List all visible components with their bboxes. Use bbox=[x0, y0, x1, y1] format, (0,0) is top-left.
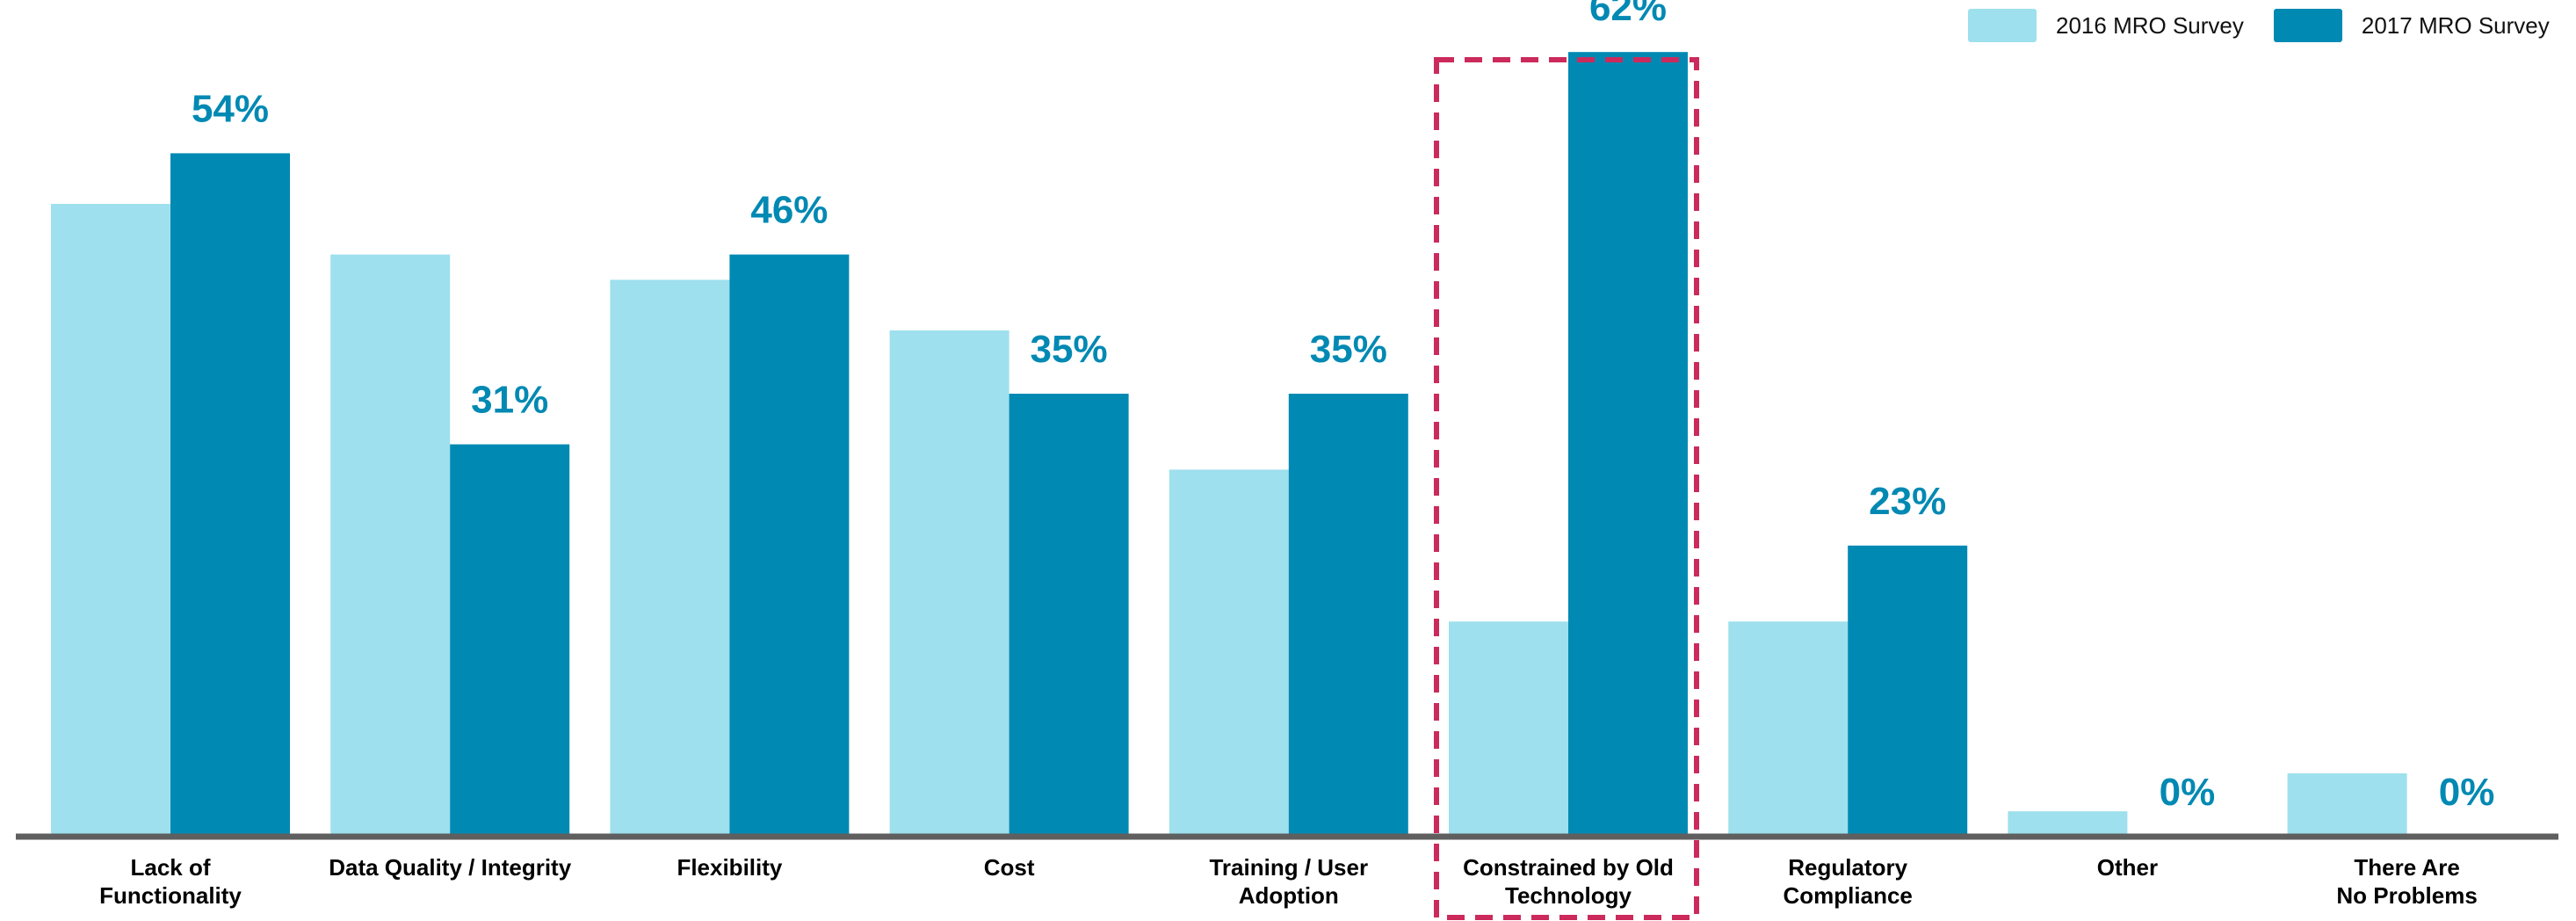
legend-swatch-2016 bbox=[1968, 9, 2037, 42]
bar-2016 bbox=[1169, 469, 1289, 837]
bar-2017 bbox=[1568, 52, 1688, 837]
bar-2017 bbox=[1288, 394, 1408, 837]
highlight-box bbox=[1434, 57, 1699, 920]
value-label-2017: 0% bbox=[2160, 771, 2216, 814]
bar-2016 bbox=[2008, 811, 2128, 837]
value-label-2017: 54% bbox=[192, 87, 269, 130]
category-label: Lack of bbox=[130, 854, 210, 881]
category-label: No Problems bbox=[2336, 882, 2477, 909]
category-label: Compliance bbox=[1784, 882, 1913, 909]
value-label-2017: 62% bbox=[1589, 0, 1667, 29]
category-label: Technology bbox=[1505, 882, 1632, 909]
category-label: Adoption bbox=[1239, 882, 1339, 909]
value-labels: 54% 31% 46% 35% 35% 62% 23% 0% 0% bbox=[192, 0, 2494, 814]
category-label: Flexibility bbox=[677, 854, 782, 881]
bar-2017 bbox=[1009, 394, 1129, 837]
series-2017-bars bbox=[170, 52, 1968, 838]
bar-2016 bbox=[1728, 621, 1849, 837]
bar-2016 bbox=[889, 330, 1009, 837]
bar-2016 bbox=[1449, 621, 1568, 837]
value-label-2017: 35% bbox=[1310, 328, 1387, 371]
value-label-2017: 46% bbox=[750, 189, 828, 232]
category-label: Constrained by Old bbox=[1463, 854, 1674, 881]
category-label: Cost bbox=[984, 854, 1035, 881]
bar-2016 bbox=[330, 254, 451, 838]
value-label-2017: 23% bbox=[1869, 480, 1946, 523]
bar-2017 bbox=[170, 153, 290, 837]
bar-2017 bbox=[1848, 545, 1968, 837]
legend-item-2017: 2017 MRO Survey bbox=[2273, 9, 2550, 42]
bar-2017 bbox=[729, 254, 850, 838]
bar-2016 bbox=[51, 204, 170, 837]
bar-2017 bbox=[450, 444, 570, 837]
highlight-dashed-box bbox=[1434, 57, 1699, 920]
legend-label-2017: 2017 MRO Survey bbox=[2361, 11, 2550, 39]
value-label-2017: 31% bbox=[471, 379, 548, 422]
bar-2016 bbox=[610, 279, 730, 837]
value-label-2017: 35% bbox=[1031, 328, 1108, 371]
legend-item-2016: 2016 MRO Survey bbox=[1968, 9, 2244, 42]
category-label: There Are bbox=[2354, 854, 2459, 881]
category-label: Training / User bbox=[1209, 854, 1368, 881]
category-label: Regulatory bbox=[1788, 854, 1907, 881]
category-label: Other bbox=[2097, 854, 2158, 881]
value-label-2017: 0% bbox=[2439, 771, 2495, 814]
legend-swatch-2017 bbox=[2273, 9, 2342, 42]
series-2016-bars bbox=[51, 204, 2407, 838]
legend-label-2016: 2016 MRO Survey bbox=[2056, 11, 2244, 39]
category-label: Functionality bbox=[99, 882, 242, 909]
legend: 2016 MRO Survey 2017 MRO Survey bbox=[1968, 9, 2576, 42]
bar-2016 bbox=[2287, 773, 2407, 837]
category-label: Data Quality / Integrity bbox=[329, 854, 571, 881]
